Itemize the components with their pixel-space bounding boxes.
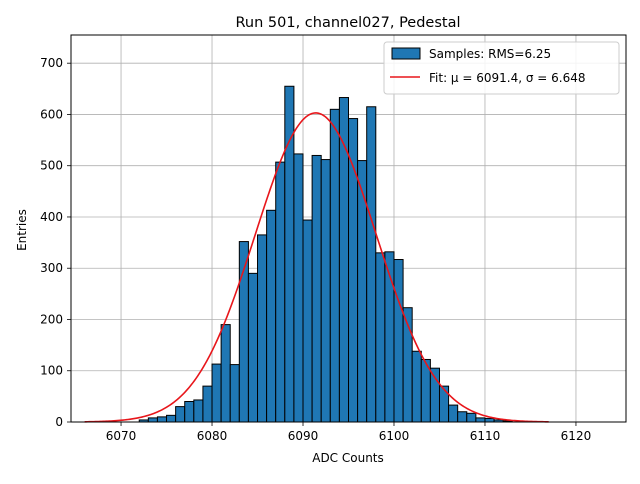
histogram-bar <box>348 118 359 423</box>
y-tick-label: 700 <box>40 56 63 70</box>
chart-title: Run 501, channel027, Pedestal <box>235 15 460 31</box>
legend-label-histogram: Samples: RMS=6.25 <box>429 47 551 61</box>
histogram-bar <box>284 85 295 423</box>
histogram-bar <box>475 417 486 423</box>
legend-box <box>383 41 620 95</box>
x-tick-label: 6120 <box>561 429 592 443</box>
histogram-bar <box>438 385 450 423</box>
histogram-bar <box>302 219 313 423</box>
y-tick-label: 100 <box>40 364 63 378</box>
histogram-bar <box>184 400 195 423</box>
legend-label-fit: Fit: μ = 6091.4, σ = 6.648 <box>429 71 586 85</box>
fit-curve <box>84 112 549 423</box>
histogram-bar <box>202 385 213 423</box>
histogram-bar <box>166 414 177 423</box>
histogram-bar <box>156 416 168 423</box>
x-axis-label: ADC Counts <box>312 451 384 465</box>
y-tick-label: 0 <box>55 415 63 429</box>
histogram-bar <box>211 363 222 423</box>
y-axis-label: Entries <box>15 209 29 251</box>
y-tick-label: 300 <box>40 261 63 275</box>
y-tick-label: 500 <box>40 159 63 173</box>
histogram-bar <box>193 399 204 423</box>
legend-swatch-histogram <box>391 47 421 60</box>
histogram-bar <box>175 406 186 423</box>
plot-frame <box>70 34 627 423</box>
histogram-bar <box>266 209 277 423</box>
histogram-bar <box>275 161 286 423</box>
histogram-bar <box>393 259 404 423</box>
histogram-bar <box>229 364 240 423</box>
legend: Samples: RMS=6.25 Fit: μ = 6091.4, σ = 6… <box>383 41 620 95</box>
x-tick-label: 6110 <box>470 429 501 443</box>
histogram-bar <box>247 272 259 423</box>
histogram-bar <box>311 154 322 423</box>
histogram-bar <box>293 153 304 423</box>
histogram-bar <box>320 159 331 423</box>
axis-ticks: 6070 6080 6090 6100 6110 6120 0 100 200 300 400 500… <box>40 56 591 443</box>
histogram-bar <box>257 234 268 423</box>
x-tick-label: 6080 <box>197 429 228 443</box>
histogram-bar <box>375 252 386 423</box>
y-tick-label: 600 <box>40 107 63 121</box>
histogram-bar <box>484 417 495 423</box>
histogram-bar <box>457 411 468 423</box>
x-tick-label: 6070 <box>106 429 137 443</box>
histogram-bar <box>147 417 158 423</box>
histogram-bar <box>220 324 231 423</box>
histogram-bar <box>411 350 422 423</box>
y-tick-label: 400 <box>40 210 63 224</box>
x-tick-label: 6100 <box>379 429 410 443</box>
x-tick-label: 6090 <box>288 429 319 443</box>
histogram-bar <box>366 106 377 423</box>
histogram-bar <box>466 412 477 423</box>
y-tick-label: 200 <box>40 312 63 326</box>
histogram-bar <box>448 404 459 423</box>
histogram-bar <box>329 108 340 423</box>
